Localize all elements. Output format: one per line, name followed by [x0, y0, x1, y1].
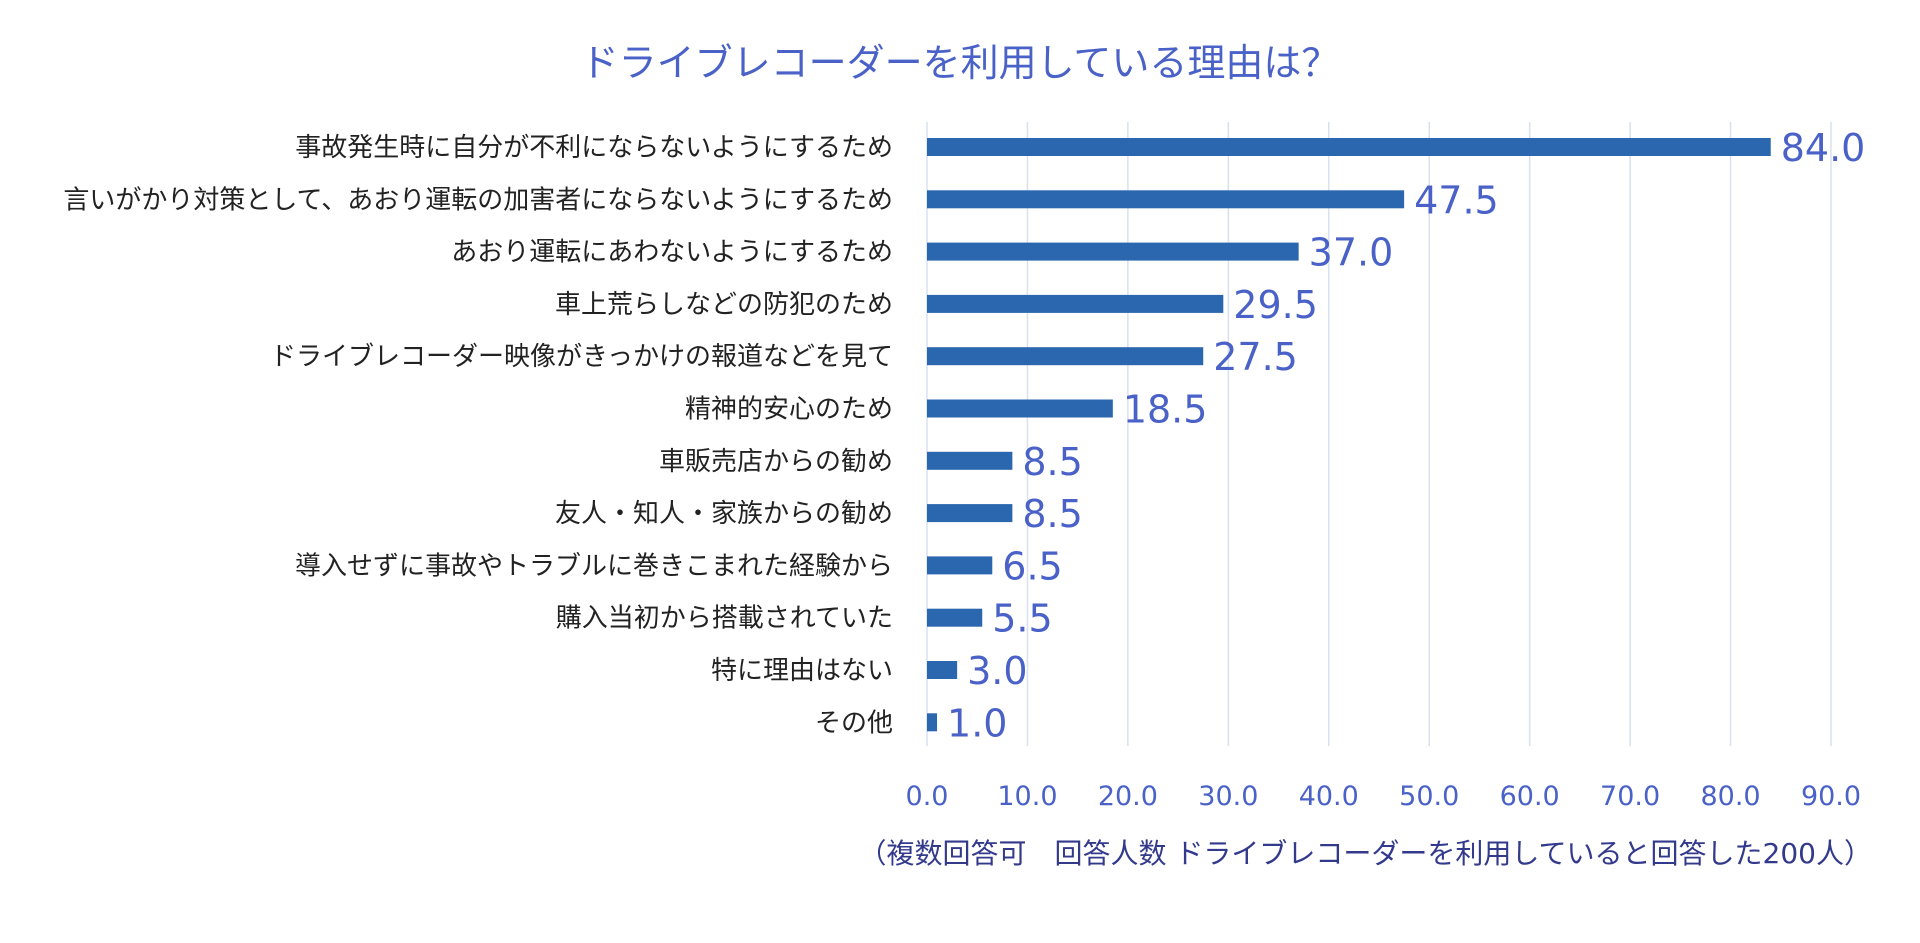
bar	[927, 294, 1224, 313]
x-tick-label: 50.0	[1399, 781, 1459, 812]
chart-footnote: （複数回答可 回答人数 ドライブレコーダーを利用していると回答した200人）	[858, 837, 1872, 870]
data-label: 18.5	[1123, 388, 1208, 432]
data-label: 3.0	[967, 649, 1027, 693]
bar	[927, 661, 958, 679]
data-label: 84.0	[1781, 126, 1866, 170]
bar	[927, 347, 1204, 366]
category-label: 精神的安心のため	[685, 395, 893, 425]
bar	[927, 713, 938, 732]
data-label: 47.5	[1414, 178, 1499, 222]
category-label: ドライブレコーダー映像がきっかけの報道などを見て	[270, 342, 893, 372]
data-label: 1.0	[947, 701, 1007, 745]
data-label: 29.5	[1233, 283, 1318, 327]
bar	[927, 608, 983, 627]
data-label: 5.5	[992, 597, 1052, 641]
category-label: あおり運転にあわないようにするため	[451, 238, 893, 268]
category-label: 友人・知人・家族からの勧め	[555, 499, 893, 529]
data-label: 6.5	[1002, 544, 1062, 588]
data-label: 37.0	[1309, 231, 1394, 275]
x-tick-label: 0.0	[906, 781, 949, 812]
x-tick-label: 30.0	[1198, 781, 1258, 812]
category-label: 事故発生時に自分が不利にならないようにするため	[295, 133, 893, 163]
bar	[927, 242, 1299, 261]
x-tick-label: 80.0	[1700, 781, 1760, 812]
data-label: 8.5	[1022, 440, 1082, 484]
category-label: 車上荒らしなどの防犯のため	[555, 290, 893, 320]
bar	[927, 504, 1013, 523]
data-label: 8.5	[1022, 492, 1082, 536]
x-tick-label: 10.0	[997, 781, 1057, 812]
bar	[927, 399, 1113, 418]
category-label: 導入せずに事故やトラブルに巻きこまれた経験から	[295, 551, 893, 581]
category-label: 購入当初から搭載されていた	[556, 604, 893, 634]
category-label: 車販売店からの勧め	[659, 447, 893, 477]
chart-title: ドライブレコーダーを利用している理由は？	[580, 41, 1340, 85]
x-tick-label: 40.0	[1299, 781, 1359, 812]
bar	[927, 190, 1405, 209]
x-tick-label: 70.0	[1600, 781, 1660, 812]
bar	[927, 556, 993, 575]
x-tick-label: 60.0	[1500, 781, 1560, 812]
x-tick-label: 90.0	[1801, 781, 1861, 812]
bar	[927, 451, 1013, 470]
category-label: 言いがかり対策として、あおり運転の加害者にならないようにするため	[63, 185, 893, 215]
bar	[927, 138, 1771, 156]
category-label: その他	[815, 708, 893, 738]
x-tick-label: 20.0	[1098, 781, 1158, 812]
category-label: 特に理由はない	[711, 656, 893, 686]
data-label: 27.5	[1213, 335, 1298, 379]
